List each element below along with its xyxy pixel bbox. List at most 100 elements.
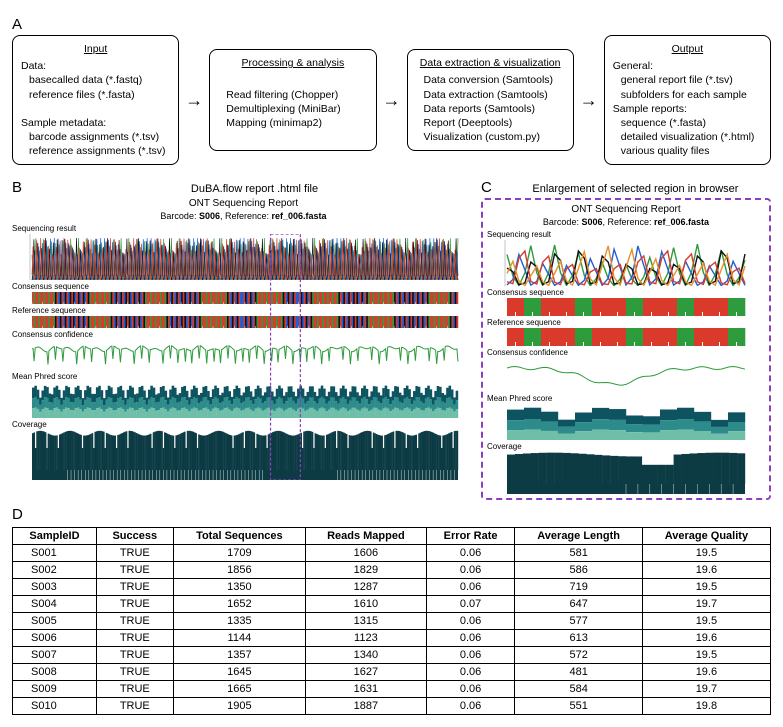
table-row: S009TRUE166516310.0658419.7 bbox=[13, 681, 771, 698]
flow-box-line: barcode assignments (*.tsv) bbox=[21, 130, 170, 144]
table-cell: 1335 bbox=[173, 613, 305, 630]
panel-a-label: A bbox=[12, 16, 771, 33]
coverage-track bbox=[487, 452, 749, 484]
table-header-cell: Total Sequences bbox=[173, 528, 305, 545]
table-cell: 1829 bbox=[306, 562, 427, 579]
table-cell: 1287 bbox=[306, 579, 427, 596]
track-label: Sequencing result bbox=[487, 230, 765, 239]
table-cell: TRUE bbox=[96, 596, 173, 613]
panel-c-title: Enlargement of selected region in browse… bbox=[500, 183, 771, 195]
table-row: S004TRUE165216100.0764719.7 bbox=[13, 596, 771, 613]
flow-box-line: sequence (*.fasta) bbox=[613, 116, 762, 130]
table-cell: 1606 bbox=[306, 545, 427, 562]
table-cell: 1631 bbox=[306, 681, 427, 698]
panel-d-label: D bbox=[12, 506, 771, 523]
table-cell: 19.7 bbox=[642, 681, 770, 698]
table-cell: 572 bbox=[515, 647, 642, 664]
table-cell: 1645 bbox=[173, 664, 305, 681]
table-cell: TRUE bbox=[96, 562, 173, 579]
table-row: S001TRUE170916060.0658119.5 bbox=[13, 545, 771, 562]
table-cell: 19.5 bbox=[642, 647, 770, 664]
track-label: Coverage bbox=[487, 442, 765, 451]
flow-box-line bbox=[21, 102, 170, 116]
table-cell: 19.6 bbox=[642, 664, 770, 681]
table-cell: 613 bbox=[515, 630, 642, 647]
flow-box-line: Read filtering (Chopper) bbox=[218, 88, 367, 102]
table-cell: 0.06 bbox=[426, 664, 515, 681]
flowchart: InputData:basecalled data (*.fastq)refer… bbox=[12, 35, 771, 165]
table-cell: 0.06 bbox=[426, 647, 515, 664]
table-cell: 586 bbox=[515, 562, 642, 579]
table-cell: 1905 bbox=[173, 698, 305, 715]
flow-box-line: Sample metadata: bbox=[21, 116, 170, 130]
flow-box-line: detailed visualization (*.html) bbox=[613, 130, 762, 144]
confidence-track bbox=[487, 358, 749, 392]
flow-arrow-icon: → bbox=[578, 90, 600, 111]
table-header-cell: Success bbox=[96, 528, 173, 545]
table-row: S005TRUE133513150.0657719.5 bbox=[13, 613, 771, 630]
panel-c-label: C bbox=[481, 179, 492, 196]
table-header-cell: Average Quality bbox=[642, 528, 770, 545]
flow-box-title: Output bbox=[613, 42, 762, 56]
flow-box-line: reference files (*.fasta) bbox=[21, 88, 170, 102]
table-cell: S010 bbox=[13, 698, 97, 715]
table-header-cell: Average Length bbox=[515, 528, 642, 545]
table-cell: TRUE bbox=[96, 681, 173, 698]
table-cell: TRUE bbox=[96, 698, 173, 715]
table-cell: 551 bbox=[515, 698, 642, 715]
table-cell: 0.06 bbox=[426, 698, 515, 715]
table-cell: 1123 bbox=[306, 630, 427, 647]
sequence-track bbox=[487, 328, 749, 346]
table-cell: 0.06 bbox=[426, 562, 515, 579]
table-cell: 0.07 bbox=[426, 596, 515, 613]
flow-box-line: Data: bbox=[21, 59, 170, 73]
track-label: Mean Phred score bbox=[487, 394, 765, 403]
table-header-row: SampleIDSuccessTotal SequencesReads Mapp… bbox=[13, 528, 771, 545]
report-subheader: Barcode: S006, Reference: ref_006.fasta bbox=[487, 217, 765, 227]
table-cell: 0.06 bbox=[426, 630, 515, 647]
phred-track bbox=[487, 404, 749, 440]
flow-box-line: basecalled data (*.fastq) bbox=[21, 73, 170, 87]
flow-box-line: various quality files bbox=[613, 144, 762, 158]
track-label: Sequencing result bbox=[12, 224, 475, 233]
table-cell: 481 bbox=[515, 664, 642, 681]
table-header-cell: SampleID bbox=[13, 528, 97, 545]
table-cell: 19.5 bbox=[642, 613, 770, 630]
flow-box-title: Processing & analysis bbox=[218, 56, 367, 70]
table-cell: 1627 bbox=[306, 664, 427, 681]
table-cell: 647 bbox=[515, 596, 642, 613]
table-cell: TRUE bbox=[96, 545, 173, 562]
flow-box-line: Data conversion (Samtools) bbox=[416, 73, 565, 87]
flow-box: Data extraction & visualization Data conv… bbox=[407, 49, 574, 151]
flow-box-title: Data extraction & visualization bbox=[416, 56, 565, 70]
table-row: S002TRUE185618290.0658619.6 bbox=[13, 562, 771, 579]
report-subheader: Barcode: S006, Reference: ref_006.fasta bbox=[12, 211, 475, 221]
report-header: ONT Sequencing Report bbox=[12, 198, 475, 209]
table-cell: 584 bbox=[515, 681, 642, 698]
summary-table: SampleIDSuccessTotal SequencesReads Mapp… bbox=[12, 527, 771, 715]
strand-track bbox=[487, 484, 749, 494]
table-cell: 1665 bbox=[173, 681, 305, 698]
table-cell: 0.06 bbox=[426, 613, 515, 630]
flow-box-line: reference assignments (*.tsv) bbox=[21, 144, 170, 158]
table-cell: 1856 bbox=[173, 562, 305, 579]
table-cell: 1315 bbox=[306, 613, 427, 630]
table-cell: S001 bbox=[13, 545, 97, 562]
report-header: ONT Sequencing Report bbox=[487, 204, 765, 215]
flow-box-line: Sample reports: bbox=[613, 102, 762, 116]
table-header-cell: Reads Mapped bbox=[306, 528, 427, 545]
flow-box-line: general report file (*.tsv) bbox=[613, 73, 762, 87]
table-cell: 19.6 bbox=[642, 630, 770, 647]
panel-b-title: DuBA.flow report .html file bbox=[34, 183, 475, 195]
selection-overlay bbox=[12, 234, 462, 480]
table-cell: 1144 bbox=[173, 630, 305, 647]
table-header-cell: Error Rate bbox=[426, 528, 515, 545]
table-cell: TRUE bbox=[96, 579, 173, 596]
flow-box-line: Data extraction (Samtools) bbox=[416, 88, 565, 102]
flow-arrow-icon: → bbox=[381, 90, 403, 111]
table-row: S008TRUE164516270.0648119.6 bbox=[13, 664, 771, 681]
table-cell: 1887 bbox=[306, 698, 427, 715]
track-label: Consensus confidence bbox=[487, 348, 765, 357]
table-cell: S006 bbox=[13, 630, 97, 647]
flow-box: Processing & analysis Read filtering (Ch… bbox=[209, 49, 376, 151]
